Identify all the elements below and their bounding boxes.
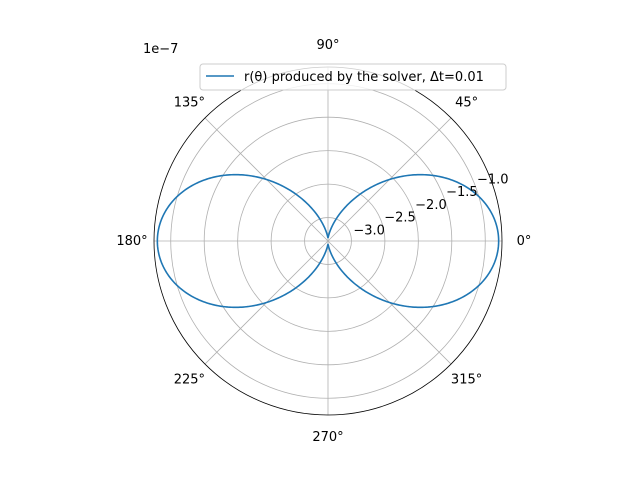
r-tick-label: −2.0 (415, 198, 447, 213)
r-tick-label: −1.5 (446, 185, 478, 200)
series-line (156, 173, 500, 309)
theta-tick-label: 135° (174, 95, 205, 110)
theta-tick-label: 315° (451, 373, 482, 388)
offset-label: 1e−7 (143, 42, 178, 57)
theta-tick-label: 225° (174, 373, 205, 388)
legend-box (199, 63, 507, 91)
r-tick-label: −2.5 (384, 211, 416, 226)
theta-tick-label: 180° (116, 234, 147, 249)
legend-label: r(θ) produced by the solver, Δt=0.01 (244, 70, 484, 85)
theta-tick-label: 45° (455, 95, 478, 110)
label-layer: 0° 45° 90° 135° 180° 225° 270° 315° −3.0−2.5−2.0… (116, 38, 531, 445)
grid-layer (154, 67, 502, 415)
legend: r(θ) produced by the solver, Δt=0.01 (199, 63, 507, 91)
r-tick-label: −3.0 (353, 224, 385, 239)
r-tick-label: −1.0 (477, 172, 509, 187)
theta-tick-label: 270° (312, 430, 343, 445)
series-layer (156, 173, 500, 309)
theta-tick-label: 0° (517, 234, 532, 249)
theta-tick-label: 90° (316, 38, 339, 53)
